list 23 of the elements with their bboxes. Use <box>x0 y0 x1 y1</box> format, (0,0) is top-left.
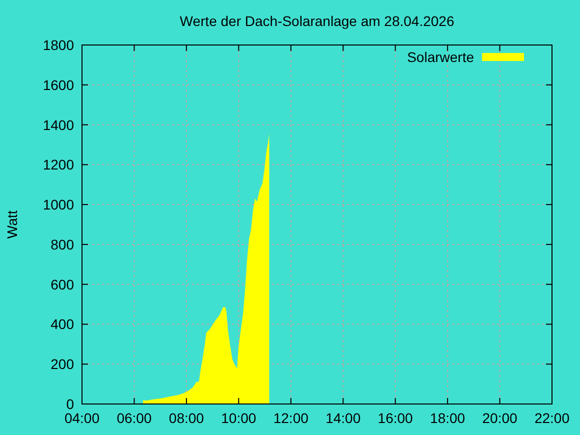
y-tick-label: 1000 <box>42 196 74 213</box>
x-tick-label: 20:00 <box>482 410 518 426</box>
y-tick-label: 800 <box>50 236 74 252</box>
y-axis-title: Watt <box>4 210 20 239</box>
x-tick-label: 06:00 <box>116 410 152 426</box>
text: Solarwerte <box>407 49 474 65</box>
x-tick-label: 10:00 <box>221 410 256 426</box>
x-tick-label: 12:00 <box>273 410 309 426</box>
y-tick-label: 1800 <box>42 37 74 53</box>
chart-title: Werte der Dach-Solaranlage am 28.04.2026 <box>180 13 454 29</box>
y-tick-label: 1400 <box>42 116 74 133</box>
x-tick-label: 16:00 <box>378 410 414 426</box>
y-tick-label: 200 <box>50 356 74 372</box>
y-tick-label: 600 <box>50 276 74 292</box>
y-tick-label: 400 <box>50 316 74 332</box>
y-tick-label: 0 <box>66 396 74 412</box>
x-tick-label: 14:00 <box>326 410 361 426</box>
y-tick-label: 1600 <box>42 76 74 93</box>
x-tick-label: 04:00 <box>64 410 100 426</box>
y-tick-label: 1200 <box>42 156 74 173</box>
x-tick-label: 22:00 <box>534 410 570 426</box>
x-tick-label: 18:00 <box>430 410 466 426</box>
x-tick-label: 08:00 <box>168 410 204 426</box>
